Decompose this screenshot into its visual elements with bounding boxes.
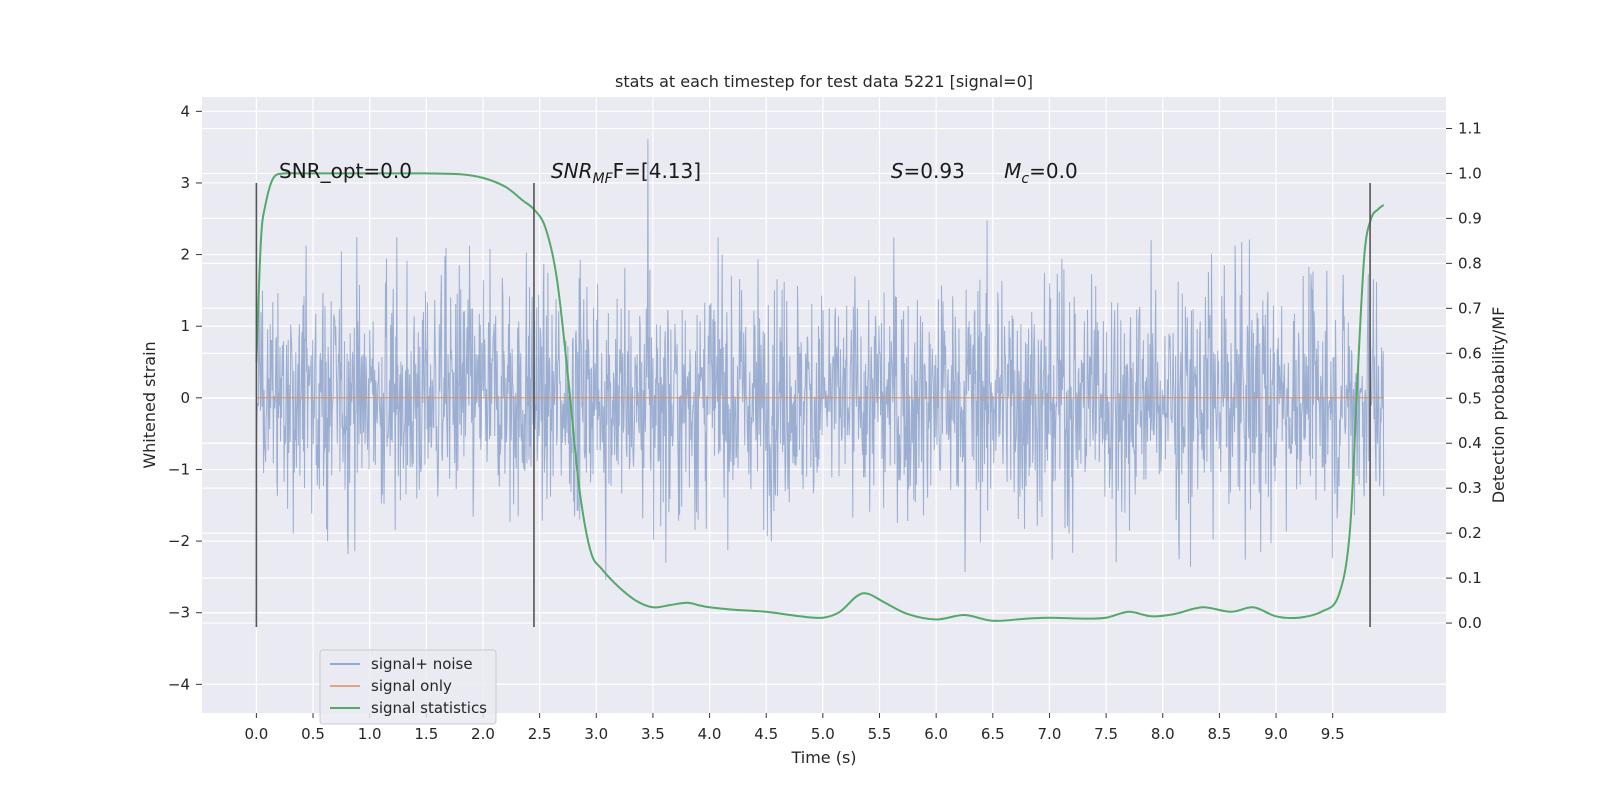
x-tick-label: 1.5: [414, 725, 438, 743]
chart-title: stats at each timestep for test data 522…: [615, 72, 1033, 91]
x-tick-label: 5.0: [811, 725, 835, 743]
y-tick-label-right: 0.9: [1458, 209, 1482, 227]
x-tick-label: 1.0: [358, 725, 382, 743]
x-tick-label: 9.5: [1321, 725, 1345, 743]
y-tick-label-right: 0.1: [1458, 569, 1482, 587]
y-tick-label-right: 0.8: [1458, 254, 1482, 272]
x-tick-label: 8.0: [1151, 725, 1175, 743]
x-tick-label: 9.0: [1264, 725, 1288, 743]
x-tick-label: 4.0: [698, 725, 722, 743]
x-tick-label: 2.5: [528, 725, 552, 743]
annotation-2: S=0.93: [891, 159, 965, 183]
x-tick-label: 3.5: [641, 725, 665, 743]
y-tick-label-left: 3: [180, 174, 190, 192]
annotation-3: Mc=0.0: [1004, 159, 1078, 187]
x-tick-label: 6.5: [981, 725, 1005, 743]
y-tick-label-left: −3: [168, 604, 190, 622]
y-tick-label-left: −4: [168, 675, 190, 693]
y-tick-label-right: 0.6: [1458, 344, 1482, 362]
y-axis-label-right: Detection probability/MF: [1489, 307, 1508, 504]
y-tick-label-right: 0.5: [1458, 389, 1482, 407]
y-axis-label-left: Whitened strain: [140, 341, 159, 468]
annotation-1: SNRMFF=[4.13]: [551, 159, 701, 187]
y-tick-label-right: 0.7: [1458, 299, 1482, 317]
y-tick-label-right: 0.2: [1458, 524, 1482, 542]
x-tick-label: 0.0: [244, 725, 268, 743]
y-tick-label-left: 0: [180, 389, 190, 407]
y-tick-label-right: 1.0: [1458, 164, 1482, 182]
y-tick-label-right: 0.0: [1458, 614, 1482, 632]
y-tick-label-right: 0.3: [1458, 479, 1482, 497]
signal-statistics-line: [255, 172, 1385, 622]
noise-trace: [255, 139, 1385, 580]
x-tick-label: 4.5: [754, 725, 778, 743]
x-tick-label: 7.5: [1094, 725, 1118, 743]
annotation-0: SNR_opt=0.0: [279, 159, 412, 183]
series-signal-statistics: [255, 172, 1385, 622]
axis-ticks: 0.0 0.5 1.0 1.5 2.0 2.5 3.0 3.5 4.0 4.5 5.0 5.5 6.0 6…: [168, 102, 1482, 743]
y-tick-label-left: 2: [180, 246, 190, 264]
x-tick-label: 2.0: [471, 725, 495, 743]
y-tick-label-right: 1.1: [1458, 119, 1482, 137]
y-tick-label-left: 4: [180, 102, 190, 120]
legend-label-stats: signal statistics: [371, 699, 487, 717]
annotations: SNR_opt=0.0 SNRMFF=[4.13] S=0.93 Mc=0.0: [279, 159, 1078, 187]
vertical-markers: [255, 182, 1371, 628]
x-tick-label: 6.0: [924, 725, 948, 743]
y-tick-label-left: −2: [168, 532, 190, 550]
x-axis-label: Time (s): [790, 748, 856, 767]
x-tick-label: 3.0: [584, 725, 608, 743]
y-tick-label-left: 1: [180, 317, 190, 335]
x-tick-label: 7.0: [1038, 725, 1062, 743]
legend-label-signal: signal only: [371, 677, 452, 695]
series-signal-noise: [255, 139, 1385, 580]
y-tick-label-right: 0.4: [1458, 434, 1482, 452]
x-tick-label: 8.5: [1207, 725, 1231, 743]
x-tick-label: 5.5: [868, 725, 892, 743]
x-tick-label: 0.5: [301, 725, 325, 743]
legend: signal+ noise signal only signal statist…: [319, 649, 497, 725]
legend-box: [319, 649, 497, 725]
legend-label-noise: signal+ noise: [371, 655, 473, 673]
y-tick-label-left: −1: [168, 460, 190, 478]
